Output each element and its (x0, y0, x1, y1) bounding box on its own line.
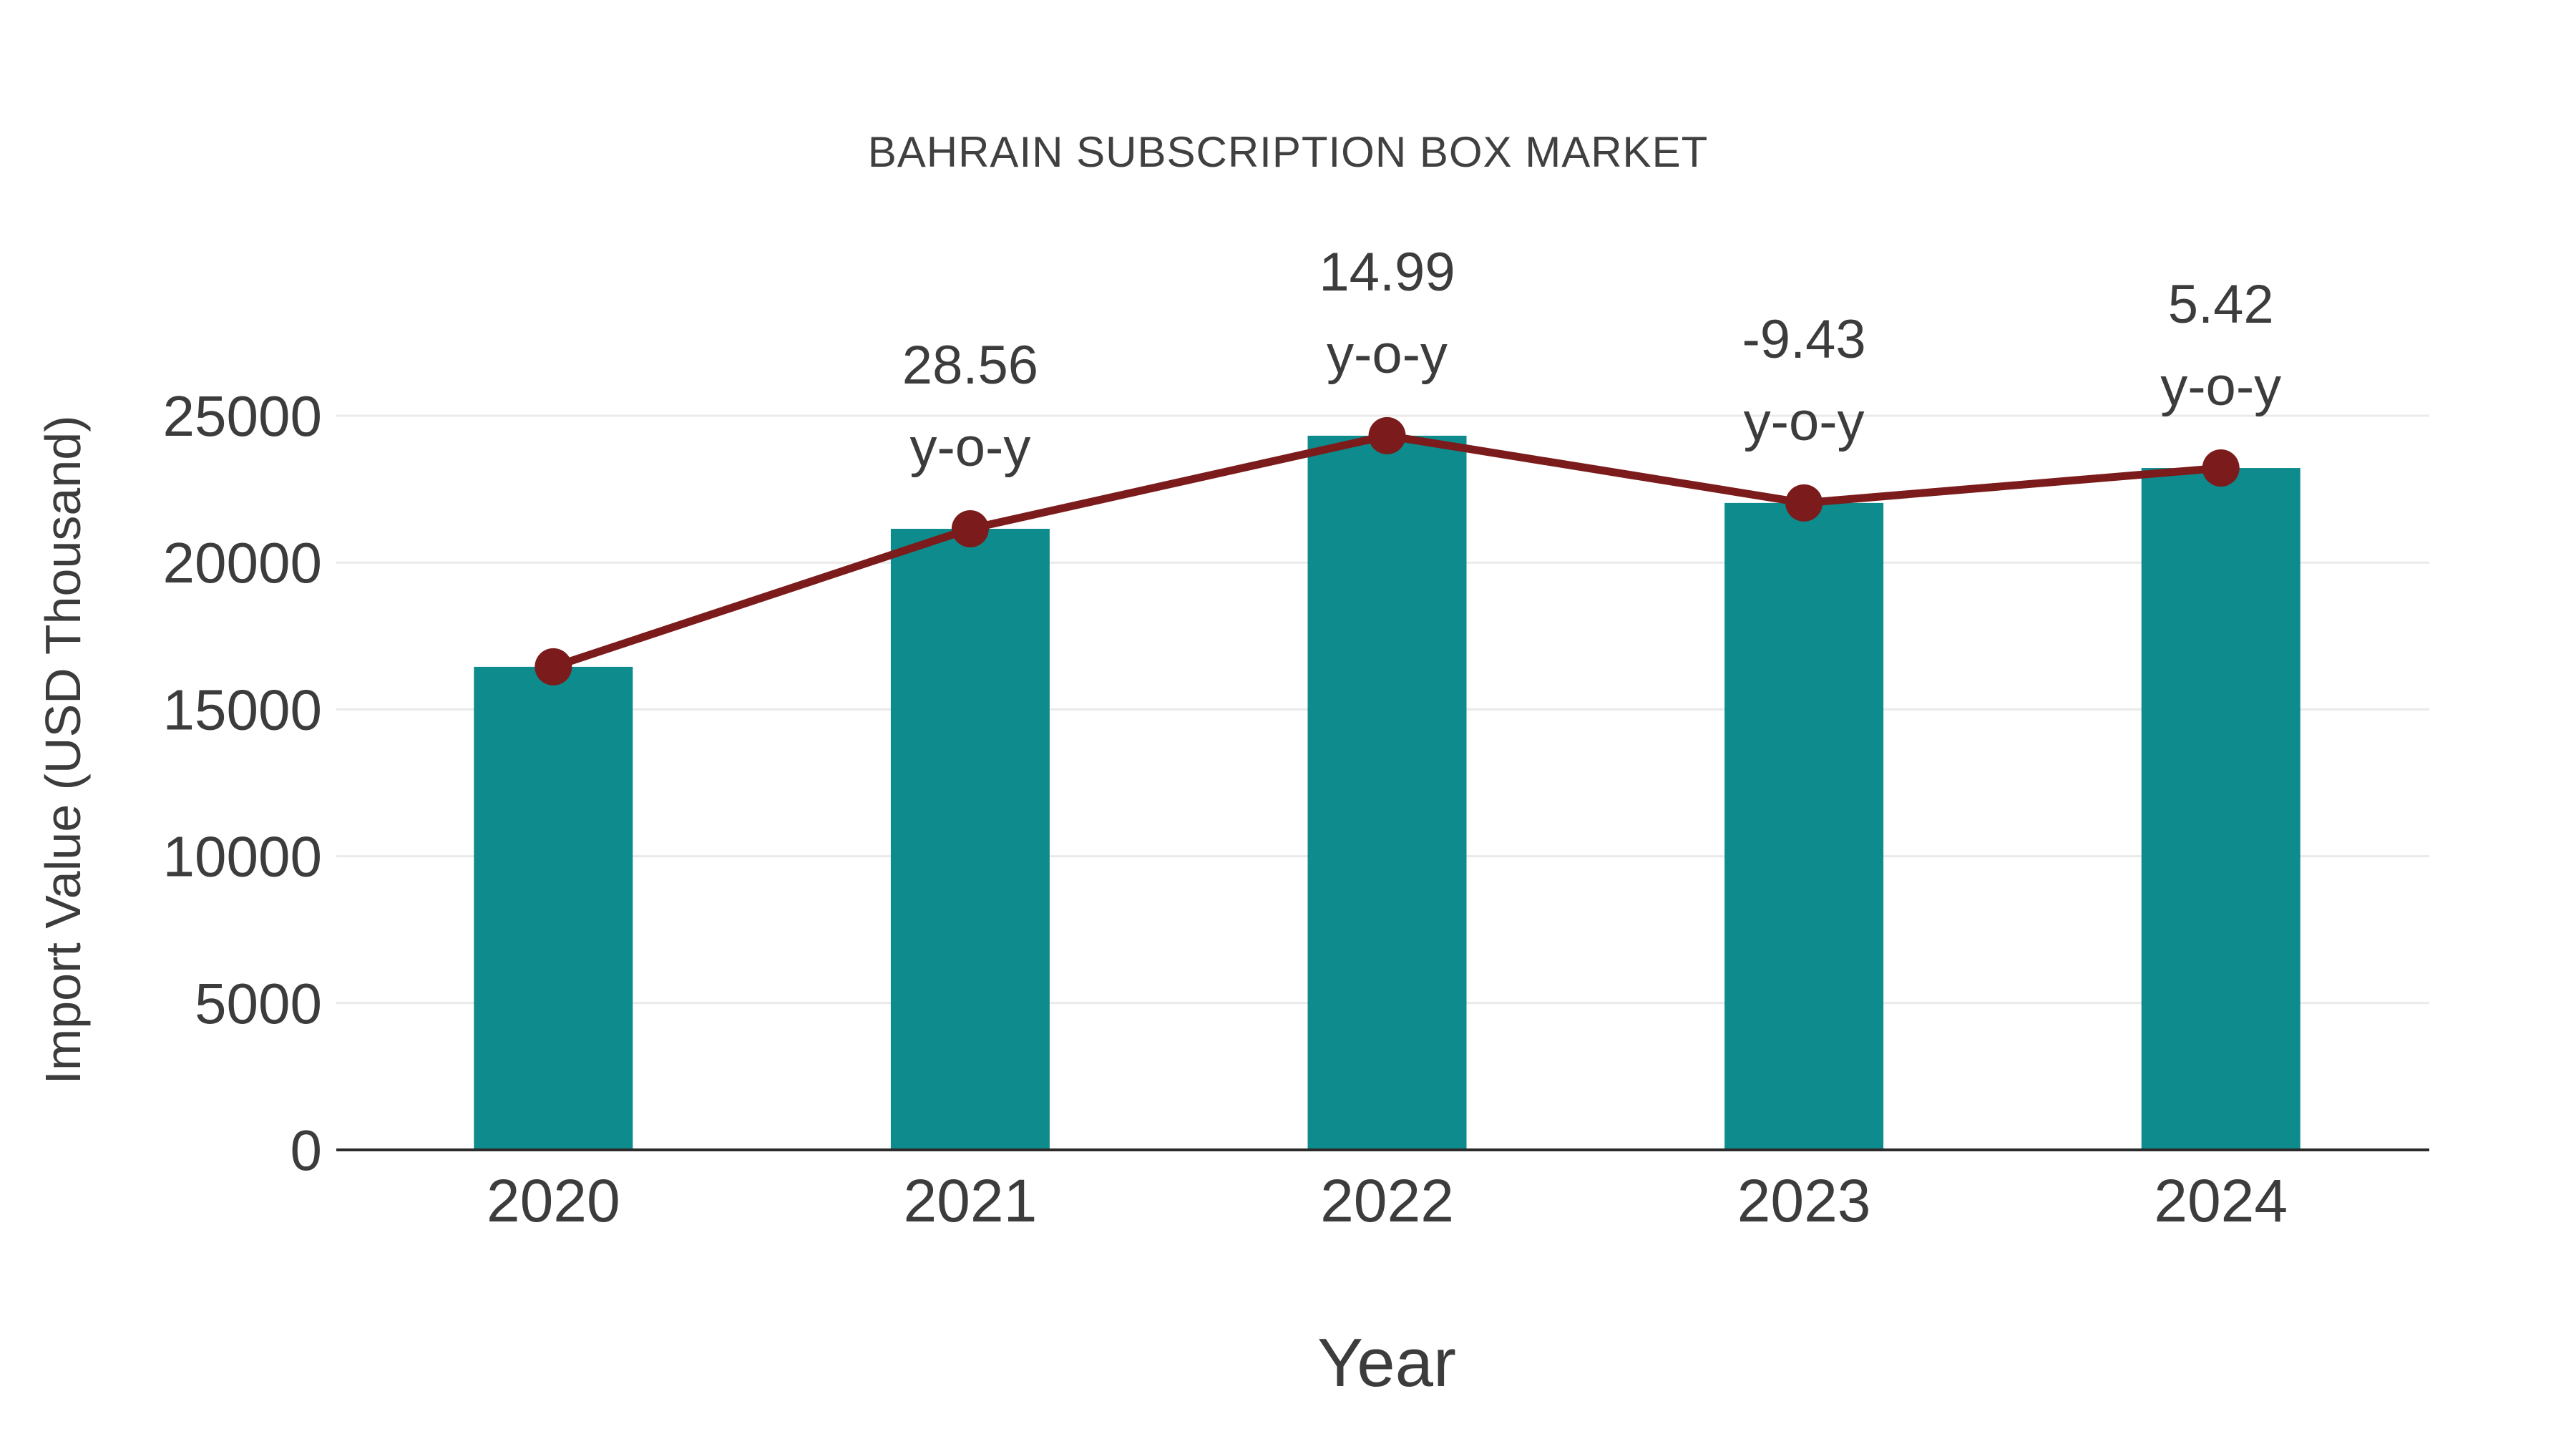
bar (1307, 435, 1467, 1150)
annotation-value: -9.43 (1742, 309, 1865, 370)
annotation-value: 5.42 (2168, 274, 2274, 335)
y-tick-label: 25000 (163, 384, 322, 448)
x-tick-label: 2020 (487, 1167, 620, 1234)
bar (1724, 502, 1884, 1150)
x-tick-label: 2023 (1737, 1167, 1871, 1234)
bar (2141, 468, 2301, 1150)
marker (1368, 416, 1406, 454)
x-axis-title: Year (1317, 1324, 1456, 1401)
x-tick-label: 2024 (2154, 1167, 2288, 1234)
annotation-unit: y-o-y (1327, 324, 1448, 385)
annotation-value: 14.99 (1319, 242, 1455, 303)
bar (890, 529, 1050, 1150)
y-tick-label: 0 (291, 1118, 323, 1182)
y-tick-label: 20000 (163, 531, 322, 595)
annotation-unit: y-o-y (2160, 356, 2281, 417)
marker (2202, 449, 2240, 487)
y-tick-label: 10000 (163, 825, 322, 889)
annotation-value: 28.56 (902, 335, 1038, 396)
x-tick-label: 2021 (903, 1167, 1037, 1234)
y-tick-label: 15000 (163, 678, 322, 741)
x-tick-label: 2022 (1320, 1167, 1454, 1234)
marker (1785, 484, 1823, 522)
chart-title: BAHRAIN SUBSCRIPTION BOX MARKET (867, 128, 1709, 176)
bar (474, 666, 633, 1150)
annotation-unit: y-o-y (1744, 391, 1865, 452)
y-tick-label: 5000 (195, 972, 322, 1035)
marker (951, 510, 989, 548)
annotation-unit: y-o-y (909, 417, 1030, 478)
marker (535, 648, 572, 686)
